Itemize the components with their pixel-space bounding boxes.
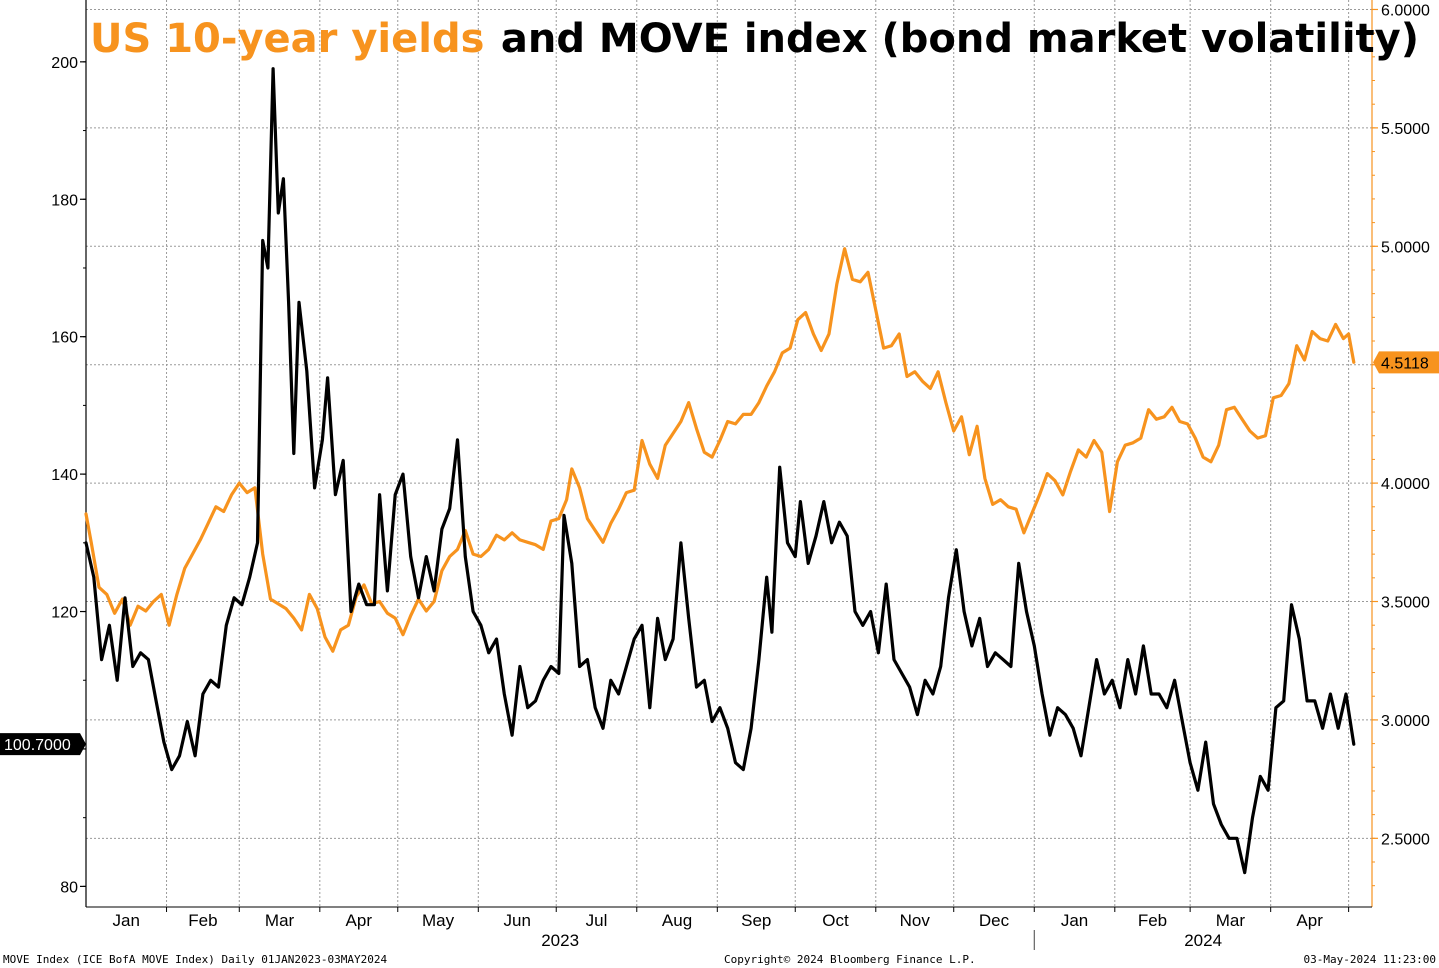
x-month-label: Jan <box>113 911 140 930</box>
chart-series <box>84 67 1356 875</box>
footer-copyright: Copyright© 2024 Bloomberg Finance L.P. <box>724 953 976 966</box>
yield-last-value-label: 4.5118 <box>1381 355 1429 372</box>
left-tick-label: 80 <box>60 879 78 896</box>
move-tag-shape <box>0 733 86 756</box>
x-month-label: Mar <box>1216 911 1246 930</box>
move-index-line <box>84 67 1356 875</box>
x-year-label: 2024 <box>1184 931 1222 950</box>
yield-tag-shape <box>1373 351 1439 374</box>
right-tick-label: 6.0000 <box>1381 2 1430 19</box>
x-month-label: Mar <box>265 911 295 930</box>
x-month-label: Jun <box>504 911 531 930</box>
move-last-value-label: 100.7000 <box>4 737 71 754</box>
left-tick-label: 160 <box>51 330 78 347</box>
x-year-label: 2023 <box>541 931 579 950</box>
x-month-label: Feb <box>1138 911 1167 930</box>
x-month-label: Nov <box>900 911 931 930</box>
chart-title-highlight: US 10-year yields <box>90 16 484 62</box>
right-tick-label: 4.0000 <box>1381 476 1430 493</box>
chart-title: US 10-year yields and MOVE index (bond m… <box>90 16 1419 62</box>
right-tick-label: 2.5000 <box>1381 831 1430 848</box>
left-tick-label: 140 <box>51 467 78 484</box>
footer-timestamp: 03-May-2024 11:23:00 <box>1304 953 1436 966</box>
footer-source: MOVE Index (ICE BofA MOVE Index) Daily 0… <box>3 953 387 966</box>
right-tick-label: 5.0000 <box>1381 239 1430 256</box>
x-month-label: Feb <box>188 911 217 930</box>
x-month-label: May <box>422 911 455 930</box>
move-last-value-tag: 100.7000 <box>0 733 86 756</box>
x-month-label: Jan <box>1061 911 1088 930</box>
x-month-label: Apr <box>346 911 373 930</box>
x-month-label: Jul <box>586 911 608 930</box>
last-value-tags: 100.7000 4.5118 <box>0 351 1439 756</box>
x-month-label: Apr <box>1296 911 1323 930</box>
left-tick-label: 200 <box>51 55 78 72</box>
x-axis: Jan Feb Mar Apr May Jun Jul Aug Sep Oct Nov Dec Jan F… <box>113 907 1350 950</box>
left-tick-label: 180 <box>51 192 78 209</box>
yield-last-value-tag: 4.5118 <box>1373 351 1439 374</box>
chart-title-rest: and MOVE index (bond market volatility) <box>501 16 1419 62</box>
x-month-label: Sep <box>741 911 771 930</box>
x-month-label: Aug <box>662 911 692 930</box>
right-tick-label: 3.0000 <box>1381 713 1430 730</box>
us-10y-yield-line <box>84 247 1356 653</box>
x-month-label: Oct <box>822 911 849 930</box>
left-tick-label: 120 <box>51 605 78 622</box>
right-tick-label: 3.5000 <box>1381 595 1430 612</box>
right-tick-label: 5.5000 <box>1381 121 1430 138</box>
x-month-label: Dec <box>979 911 1010 930</box>
